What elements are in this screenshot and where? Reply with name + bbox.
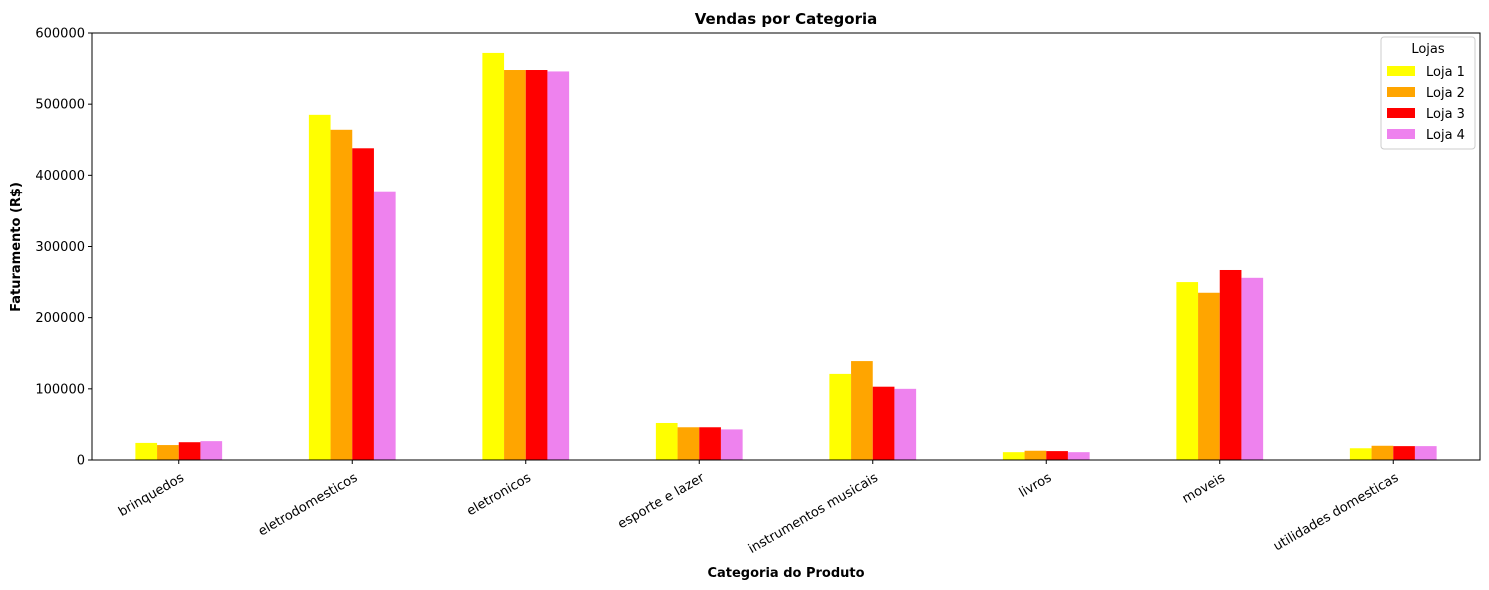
plot-frame — [91, 32, 1481, 461]
bar-loja-3-brinquedos — [178, 442, 201, 460]
bar-loja-1-eletrodomesticos — [308, 114, 331, 460]
bar-loja-1-instrumentos-musicais — [829, 373, 852, 460]
bar-loja-2-esporte-e-lazer — [677, 427, 700, 460]
legend-swatch — [1387, 87, 1415, 97]
bar-loja-2-brinquedos — [157, 445, 179, 460]
legend-swatch — [1387, 129, 1415, 139]
y-axis-ticks: 0 100000 200000 300000 400000 500000 600000 — [35, 27, 92, 469]
x-tick-label: esporte e lazer — [615, 470, 707, 532]
legend-label: Loja 2 — [1426, 86, 1465, 101]
y-tick-label: 400000 — [35, 169, 85, 184]
bar-loja-4-esporte-e-lazer — [720, 429, 743, 460]
y-tick-label: 100000 — [35, 382, 85, 397]
bar-loja-3-esporte-e-lazer — [699, 427, 721, 460]
bar-loja-2-instrumentos-musicais — [851, 361, 873, 460]
y-tick-label: 300000 — [35, 240, 85, 255]
bar-loja-1-esporte-e-lazer — [655, 422, 678, 460]
bar-loja-3-eletrodomesticos — [352, 148, 374, 461]
bar-loja-1-eletronicos — [482, 52, 505, 461]
bar-loja-4-brinquedos — [200, 441, 223, 460]
x-tick-label: brinquedos — [116, 470, 187, 520]
legend: Lojas Loja 1 Loja 2 Loja 3 Loja 4 — [1380, 36, 1476, 150]
chart-title: Vendas por Categoria — [695, 10, 878, 28]
bar-loja-2-livros — [1024, 450, 1047, 460]
y-tick-label: 500000 — [35, 98, 85, 113]
bar-loja-2-utilidades-domesticas — [1371, 445, 1394, 460]
bar-loja-4-livros — [1067, 452, 1090, 460]
y-tick-label: 600000 — [35, 27, 85, 42]
legend-label: Loja 3 — [1426, 107, 1465, 122]
x-tick-label: instrumentos musicais — [746, 470, 881, 557]
legend-swatch — [1387, 66, 1415, 76]
bar-loja-4-instrumentos-musicais — [894, 388, 917, 460]
legend-title: Lojas — [1411, 42, 1445, 57]
x-tick-label: utilidades domesticas — [1271, 470, 1401, 554]
legend-label: Loja 4 — [1426, 128, 1465, 143]
bar-loja-3-utilidades-domesticas — [1393, 446, 1415, 460]
x-axis-ticks: brinquedos eletrodomesticos eletronicos esp… — [116, 460, 1401, 557]
x-tick-label: eletrodomesticos — [256, 470, 361, 539]
bar-loja-2-moveis — [1198, 292, 1220, 460]
x-tick-label: livros — [1017, 470, 1055, 500]
bar-loja-4-eletronicos — [547, 71, 570, 461]
bar-loja-1-livros — [1002, 452, 1025, 460]
bar-loja-4-utilidades-domesticas — [1414, 446, 1437, 460]
y-tick-label: 0 — [77, 454, 85, 469]
bar-loja-3-instrumentos-musicais — [872, 386, 895, 460]
legend-box — [1380, 36, 1476, 150]
bar-loja-1-utilidades-domesticas — [1349, 448, 1372, 460]
bar-loja-2-eletrodomesticos — [330, 129, 353, 461]
bars-group — [135, 52, 1437, 461]
bar-loja-4-eletrodomesticos — [373, 191, 396, 460]
legend-swatch — [1387, 108, 1415, 118]
legend-label: Loja 1 — [1426, 65, 1465, 80]
x-axis-label: Categoria do Produto — [707, 566, 864, 581]
x-tick-label: moveis — [1180, 470, 1228, 506]
x-tick-label: eletronicos — [464, 470, 534, 519]
y-axis-label: Faturamento (R$) — [9, 182, 24, 312]
bar-loja-2-eletronicos — [504, 70, 526, 460]
bar-loja-3-moveis — [1219, 269, 1242, 460]
bar-loja-3-eletronicos — [525, 70, 548, 460]
bar-loja-4-moveis — [1241, 277, 1264, 460]
bar-loja-3-livros — [1046, 451, 1068, 460]
y-tick-label: 200000 — [35, 311, 85, 326]
bar-loja-1-brinquedos — [135, 442, 158, 460]
bar-loja-1-moveis — [1176, 282, 1199, 460]
